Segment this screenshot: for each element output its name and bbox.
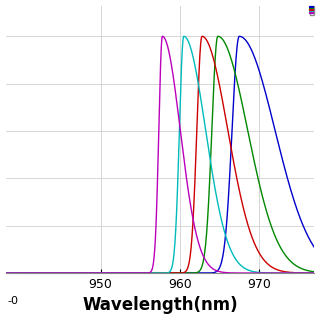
- Text: -0: -0: [8, 296, 19, 306]
- Legend: , , , , : , , , ,: [309, 6, 314, 15]
- X-axis label: Wavelength(nm): Wavelength(nm): [82, 296, 238, 315]
